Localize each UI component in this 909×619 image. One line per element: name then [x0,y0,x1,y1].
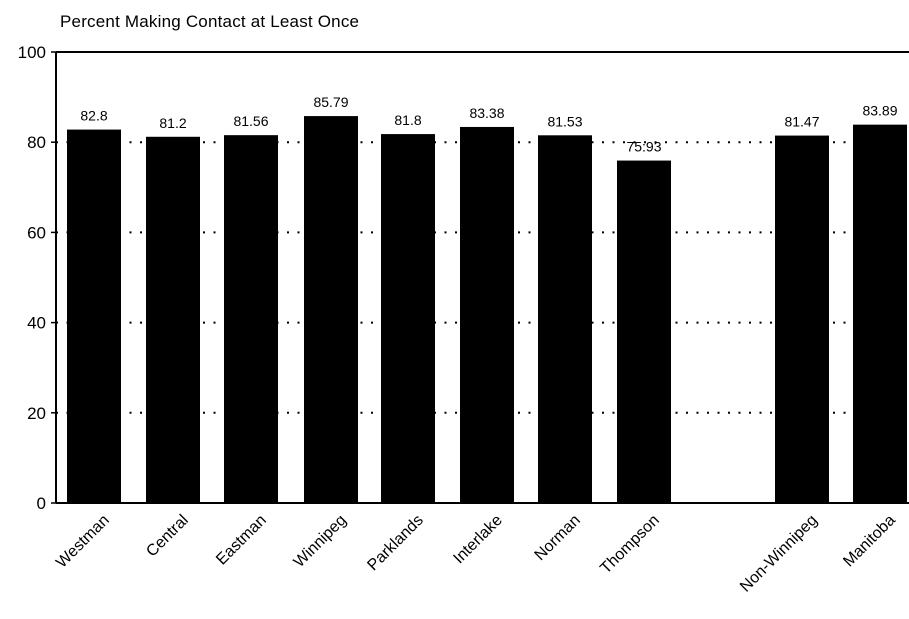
bars [67,116,907,504]
x-tick-label-manitoba: Manitoba [840,512,899,571]
bar-eastman [224,135,278,503]
y-tick-label-100: 100 [18,43,46,62]
data-label-parklands: 81.8 [394,112,421,128]
x-tick-label-interlake: Interlake [450,512,505,567]
bar-interlake [460,126,514,503]
x-tick-label-westman: Westman [53,512,113,572]
bar-non-winnipeg [775,135,829,503]
x-tick-label-norman: Norman [532,512,584,564]
x-tick-label-eastman: Eastman [213,512,270,569]
data-label-central: 81.2 [159,115,186,131]
bar-westman [67,129,121,503]
bar-parklands [381,134,435,503]
axes [51,51,909,504]
data-label-eastman: 81.56 [233,113,268,129]
y-tick-label-60: 60 [27,223,46,242]
y-tick-label-0: 0 [37,494,46,513]
y-tick-label-20: 20 [27,404,46,423]
y-tick-label-40: 40 [27,314,46,333]
bar-thompson [617,160,671,503]
bar-winnipeg [304,116,358,503]
data-label-interlake: 83.38 [469,105,504,121]
x-tick-label-winnipeg: Winnipeg [291,512,350,571]
data-label-thompson: 75:93 [626,139,661,155]
data-label-norman: 81.53 [547,113,582,129]
data-label-non-winnipeg: 81.47 [784,114,819,130]
x-tick-label-parklands: Parklands [364,512,426,574]
x-tick-label-non-winnipeg: Non-Winnipeg [737,512,821,596]
x-tick-label-thompson: Thompson [597,512,662,577]
data-label-westman: 82.8 [80,108,107,124]
bar-norman [538,135,592,504]
y-tick-label-80: 80 [27,133,46,152]
x-tick-label-central: Central [143,512,191,560]
chart-title: Percent Making Contact at Least Once [60,12,360,31]
data-label-manitoba: 83.89 [862,103,897,119]
data-label-winnipeg: 85.79 [313,94,348,110]
bar-manitoba [853,124,907,503]
bar-central [146,136,200,503]
